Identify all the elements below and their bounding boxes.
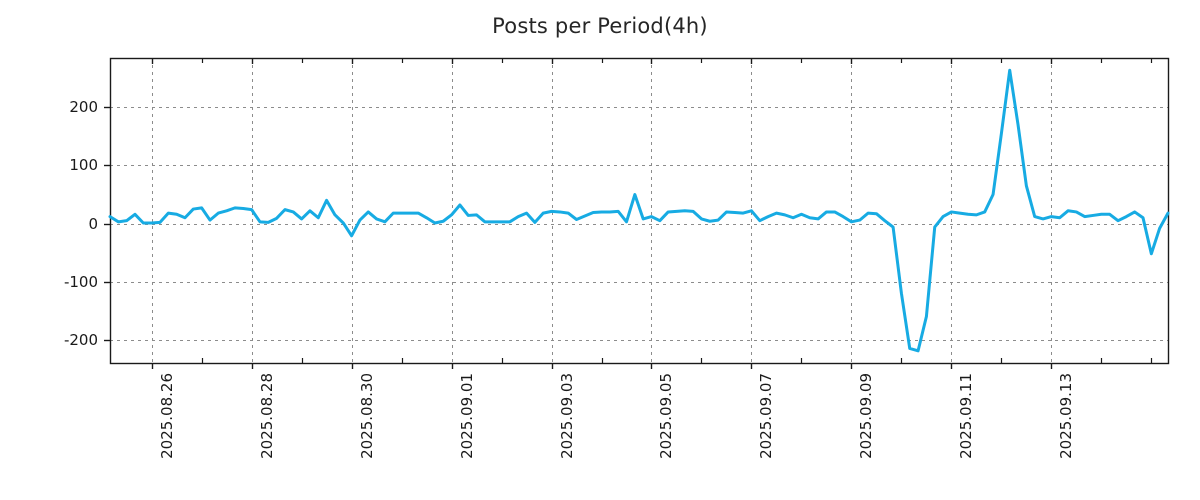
y-axis-tick-label: 0: [88, 214, 98, 233]
x-axis-tick-label: 2025.09.11: [957, 373, 976, 459]
axis-ticks: [104, 58, 1153, 369]
y-axis-tick-label: 100: [69, 156, 98, 175]
x-axis-tick-label: 2025.08.30: [357, 373, 376, 459]
x-axis-tick-label: 2025.09.03: [557, 373, 576, 459]
data-series-layer: [108, 68, 1170, 353]
y-axis-tick-label: -200: [63, 330, 98, 349]
chart-title: Posts per Period(4h): [492, 14, 708, 38]
y-axis-tick-label: 200: [69, 98, 98, 117]
x-axis-tick-label: 2025.08.26: [157, 373, 176, 459]
x-axis-tick-label: 2025.09.05: [657, 373, 676, 459]
x-axis-tick-label: 2025.08.28: [257, 373, 276, 459]
x-axis-tick-label: 2025.09.09: [857, 373, 876, 459]
grid-layer: [110, 58, 1168, 363]
y-axis-tick-label: -100: [63, 272, 98, 291]
plot-frame: [109, 57, 1170, 365]
x-axis-tick-label: 2025.09.01: [457, 373, 476, 459]
x-axis-tick-label: 2025.09.13: [1057, 373, 1076, 459]
x-axis-tick-label: 2025.09.07: [757, 373, 776, 459]
